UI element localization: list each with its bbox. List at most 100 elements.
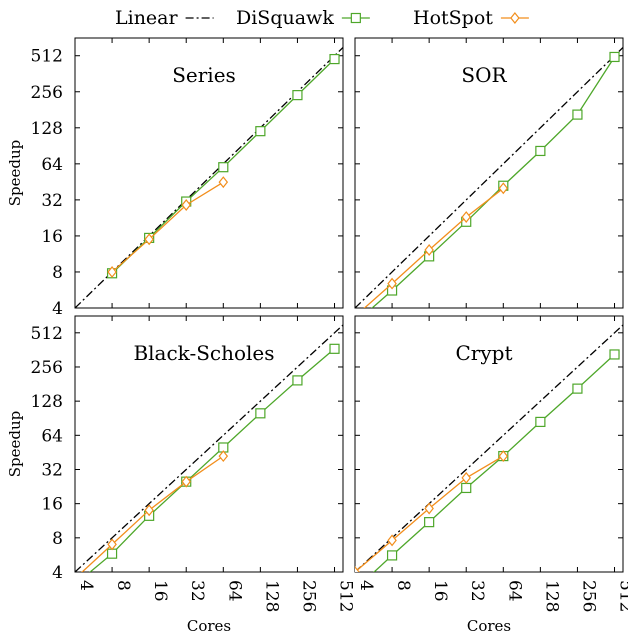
point-hotspot	[461, 211, 471, 224]
point-hotspot	[107, 538, 117, 551]
y-tick-label: 16	[41, 495, 63, 515]
y-tick-label: 4	[52, 299, 63, 319]
point-disquawk	[218, 162, 229, 173]
x-axis-label: Cores	[467, 617, 511, 635]
panel-title: Series	[172, 63, 236, 87]
point-hotspot	[144, 504, 154, 517]
point-disquawk	[535, 145, 546, 157]
x-tick-label: 128	[261, 580, 281, 612]
x-tick-label: 512	[336, 580, 356, 612]
plot-frame	[74, 37, 344, 309]
point-disquawk	[609, 349, 620, 360]
panel-sor: SOR	[354, 37, 624, 309]
point-disquawk	[106, 548, 118, 559]
point-hotspot	[424, 244, 434, 256]
panel-title: Crypt	[455, 341, 512, 365]
point-disquawk	[609, 51, 620, 63]
x-tick-label: 256	[578, 580, 598, 612]
panel-title: Black-Scholes	[133, 341, 274, 365]
series-group	[355, 47, 623, 308]
x-tick-label: 4	[356, 580, 376, 591]
point-disquawk	[572, 383, 583, 394]
panel-title: SOR	[461, 63, 507, 87]
series-line-disquawk	[371, 56, 616, 308]
series-group	[355, 324, 623, 572]
x-tick-label: 32	[187, 580, 207, 602]
x-tick-label: 64	[504, 580, 524, 602]
legend-label: Linear	[115, 7, 179, 29]
y-axis-label: Speedup	[6, 140, 24, 207]
y-tick-label: 512	[31, 324, 63, 344]
point-hotspot	[181, 199, 191, 211]
y-tick-label: 512	[31, 47, 63, 67]
y-tick-label: 16	[41, 227, 63, 247]
point-disquawk	[292, 90, 303, 101]
x-tick-label: 512	[616, 580, 628, 612]
legend-swatch-marker	[510, 12, 520, 24]
y-tick-label: 64	[41, 155, 63, 175]
point-disquawk	[572, 109, 583, 120]
point-hotspot	[387, 277, 397, 290]
point-hotspot	[218, 176, 229, 189]
y-tick-label: 64	[41, 426, 63, 446]
point-disquawk	[424, 517, 435, 528]
series-line-linear	[355, 324, 623, 572]
legend-entry-linear: Linear	[115, 7, 214, 29]
point-disquawk	[329, 343, 340, 354]
x-tick-label: 16	[430, 580, 450, 602]
plot-frame	[354, 37, 624, 309]
point-disquawk	[255, 126, 266, 137]
chart-panels: 4 8 16 32 64 128 256 512 Series SOR 4 8 16 32 64 128 256…	[31, 37, 628, 612]
x-tick-label: 16	[150, 580, 170, 602]
point-hotspot	[424, 502, 434, 515]
y-tick-label: 128	[31, 392, 63, 412]
x-tick-label: 32	[467, 580, 487, 602]
series-line-disquawk	[373, 354, 615, 572]
series-line-linear	[355, 47, 623, 308]
point-disquawk	[255, 408, 266, 419]
legend-label: HotSpot	[413, 7, 493, 29]
point-disquawk	[292, 375, 303, 386]
x-tick-label: 256	[298, 580, 318, 612]
point-hotspot	[355, 566, 360, 572]
y-tick-label: 32	[41, 460, 63, 480]
y-tick-label: 4	[52, 563, 63, 583]
legend-entry-disquawk: DiSquawk	[236, 7, 370, 29]
x-tick-label: 8	[393, 580, 413, 591]
point-hotspot	[498, 182, 509, 195]
point-hotspot	[107, 266, 117, 278]
plot-frame	[354, 315, 624, 573]
point-hotspot	[461, 471, 471, 484]
panel-series: 4 8 16 32 64 128 256 512 Series	[31, 37, 344, 319]
legend-label: DiSquawk	[236, 7, 334, 29]
point-hotspot	[387, 534, 397, 547]
x-tick-label: 8	[113, 580, 133, 591]
series-line-hotspot	[111, 181, 224, 273]
x-axis-label: Cores	[187, 617, 231, 635]
y-tick-label: 128	[31, 119, 63, 139]
y-tick-label: 8	[52, 263, 63, 283]
legend: Linear DiSquawk HotSpot	[115, 7, 529, 29]
point-hotspot	[181, 475, 191, 488]
x-tick-label: 4	[76, 580, 96, 591]
series-line-disquawk	[89, 348, 335, 572]
point-hotspot	[498, 450, 509, 463]
series-group	[75, 324, 343, 572]
point-disquawk	[461, 482, 472, 494]
x-tick-label: 64	[224, 580, 244, 602]
x-tick-label: 128	[541, 580, 561, 612]
panel-crypt: 4 8 16 32 64 128 256 512 Crypt	[354, 315, 628, 612]
legend-swatch-marker	[350, 12, 361, 24]
y-tick-label: 32	[41, 191, 63, 211]
point-disquawk	[535, 416, 546, 428]
panel-black-scholes: 4 8 16 32 64 128 256 512 4 8 16 32 64 128 256 512 Black-…	[31, 315, 356, 612]
point-disquawk	[329, 53, 340, 65]
y-axis-label: Speedup	[6, 411, 24, 478]
point-hotspot	[218, 450, 229, 463]
series-group	[75, 47, 343, 308]
y-tick-label: 256	[31, 358, 63, 378]
y-tick-label: 256	[31, 83, 63, 103]
y-tick-label: 8	[52, 529, 63, 549]
axis-labels: Cores Cores Speedup Speedup	[6, 140, 511, 635]
